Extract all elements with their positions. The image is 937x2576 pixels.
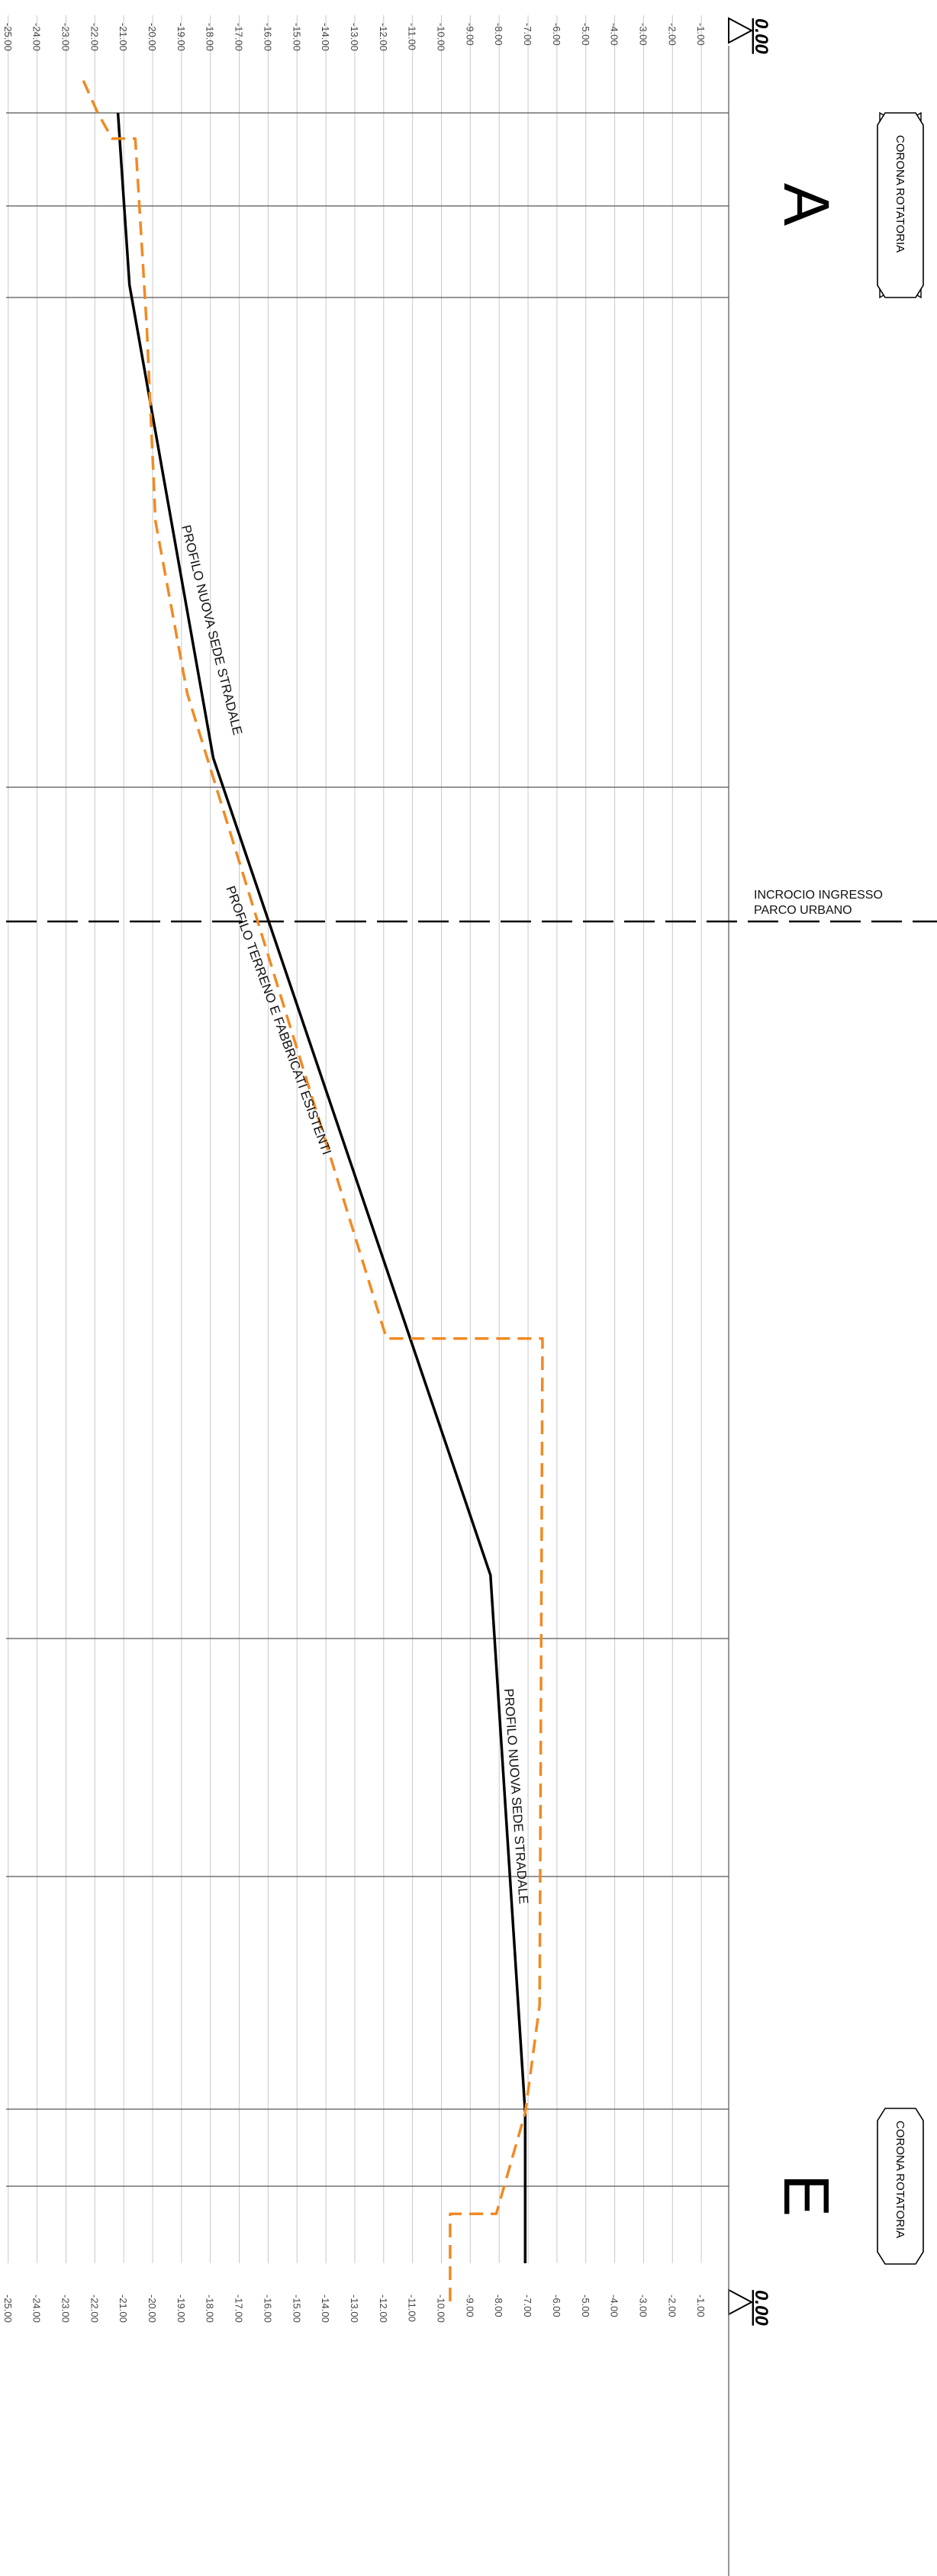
tick-label: -15.00 (291, 2295, 302, 2323)
tick-label: -20.00 (147, 23, 158, 51)
tick-label: -8.00 (493, 2295, 504, 2317)
tick-label: -11.00 (407, 23, 418, 50)
tick-label: -10.00 (436, 23, 447, 51)
datum-label-bottom: 0.00 (751, 2290, 771, 2326)
tick-label: -19.00 (175, 2295, 187, 2323)
tick-label: -4.00 (609, 23, 620, 46)
section-lines (6, 112, 729, 2187)
tick-label: -14.00 (320, 23, 331, 51)
badge-frame (877, 2108, 924, 2265)
badge-text-end: CORONA ROTATORIA (894, 2121, 906, 2238)
badge-text-start: CORONA ROTATORIA (894, 135, 906, 252)
tick-label: -19.00 (175, 23, 187, 51)
tick-label: -5.00 (580, 2295, 591, 2317)
datum-marker-top: 0.00 (728, 17, 771, 54)
section-letter-start: A (771, 183, 842, 226)
tick-label: -18.00 (204, 2295, 216, 2323)
tick-label: -12.00 (378, 23, 389, 51)
tick-label: -9.00 (464, 2295, 475, 2317)
tick-label: -14.00 (320, 2295, 331, 2323)
tick-label: -23.00 (60, 23, 71, 51)
tick-label: -24.00 (31, 23, 43, 51)
label-new-road-upper: PROFILO NUOVA SEDE STRADALE (179, 523, 245, 736)
tick-label: -13.00 (349, 23, 360, 51)
tick-label: -16.00 (262, 2295, 273, 2323)
tick-label: -13.00 (349, 2295, 360, 2323)
tick-label: -16.00 (262, 23, 273, 51)
tick-label: -21.00 (118, 23, 129, 51)
junction-label-line1: INCROCIO INGRESSO (754, 889, 883, 902)
badge-frame (877, 112, 924, 298)
tick-label: -18.00 (204, 23, 216, 51)
tick-label: -7.00 (522, 2295, 533, 2317)
tick-label: -24.00 (31, 2295, 43, 2323)
tick-label: -1.00 (695, 2295, 707, 2317)
tick-label: -25.00 (2, 23, 14, 51)
label-existing-terrain: PROFILO TERRENO E FABBRICATI ESISTENTI (223, 884, 334, 1156)
datum-marker-bottom: 0.00 (728, 2288, 771, 2326)
new-road-profile (116, 112, 527, 2263)
tick-label: -2.00 (666, 2295, 678, 2317)
tick-label: -8.00 (493, 23, 504, 46)
tick-label: -20.00 (147, 2295, 158, 2323)
tick-label: -5.00 (580, 23, 591, 46)
tick-label: -17.00 (233, 2295, 245, 2323)
existing-terrain-profile (82, 79, 544, 2307)
tick-label: -22.00 (89, 2295, 100, 2323)
tick-label: -25.00 (2, 2295, 14, 2323)
tick-label: -6.00 (551, 2295, 562, 2317)
axis-ticks-bottom: -1.00 -2.00 -3.00 -4.00 -5.00 -6.00 -7.00 -8.00… (2, 2295, 707, 2323)
tick-label: -6.00 (551, 23, 562, 46)
tick-label: -23.00 (60, 2295, 71, 2323)
section-badge-start: CORONA ROTATORIA A (771, 111, 924, 299)
tick-label: -1.00 (695, 23, 707, 46)
profile-lines (82, 79, 544, 2307)
depth-gridlines (8, 15, 702, 2263)
tick-label: -10.00 (436, 2295, 447, 2323)
section-letter-end: E (771, 2174, 842, 2217)
tick-label: -12.00 (378, 2295, 389, 2323)
tick-label: -9.00 (464, 23, 475, 46)
tick-label: -2.00 (666, 23, 678, 46)
tick-label: -4.00 (609, 2295, 620, 2317)
axis-ticks-top: -1.00 -2.00 -3.00 -4.00 -5.00 -6.00 -7.00 -8.00… (2, 23, 707, 51)
tick-label: -17.00 (233, 23, 245, 51)
tick-label: -21.00 (118, 2295, 129, 2323)
junction-label: INCROCIO INGRESSO PARCO URBANO (754, 889, 883, 917)
tick-label: -22.00 (89, 23, 100, 51)
datum-label-top: 0.00 (751, 18, 771, 54)
tick-label: -15.00 (291, 23, 302, 51)
tick-label: -11.00 (407, 2295, 418, 2322)
section-badge-end: CORONA ROTATORIA E (771, 2108, 924, 2265)
tick-label: -3.00 (637, 23, 649, 46)
junction-label-line2: PARCO URBANO (754, 904, 852, 917)
tick-label: -3.00 (637, 2295, 649, 2317)
tick-label: -7.00 (522, 23, 533, 46)
